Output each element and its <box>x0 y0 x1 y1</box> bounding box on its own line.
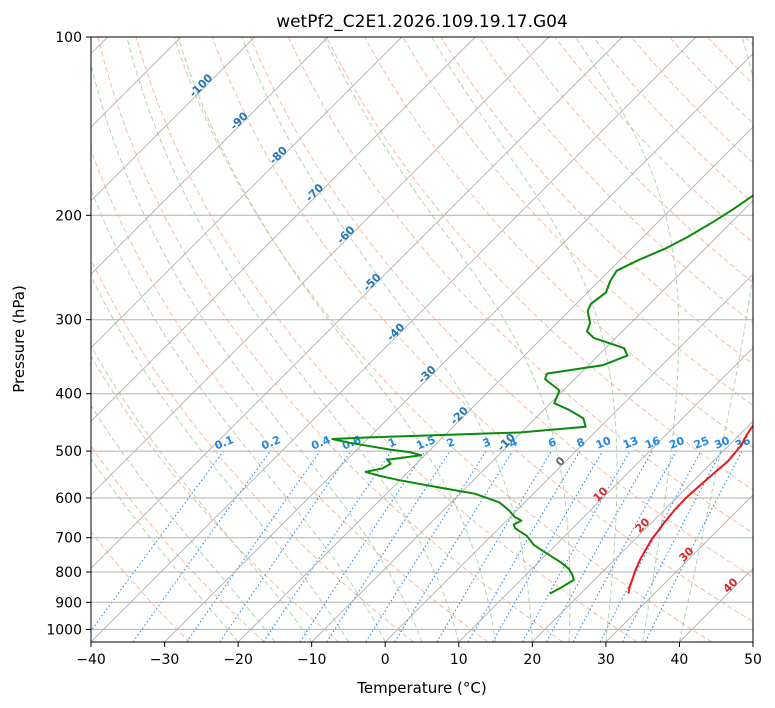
x-tick-label: 30 <box>597 652 615 668</box>
y-tick-label: 400 <box>55 387 82 403</box>
moist-adiabat <box>323 37 571 642</box>
dry-adiabat <box>91 445 265 642</box>
isotherm-line <box>91 37 256 202</box>
mixing-ratio-line <box>91 450 224 632</box>
y-tick-label: 700 <box>55 531 82 547</box>
dry-adiabat <box>91 355 340 642</box>
y-tick-label: 900 <box>55 595 82 611</box>
mixing-ratio-label: 30 <box>713 434 732 452</box>
mixing-ratio-label: 20 <box>667 434 686 452</box>
chart-title: wetPf2_C2E1.2026.109.19.17.G04 <box>276 12 568 32</box>
mixing-ratio-line <box>299 450 426 642</box>
y-tick-label: 1000 <box>46 622 82 638</box>
x-tick-label: −40 <box>76 652 106 668</box>
moist-adiabat <box>177 37 497 642</box>
isotherm-line <box>91 37 329 275</box>
dry-adiabat <box>516 37 753 284</box>
mixing-ratio-line <box>522 450 631 642</box>
x-tick-label: −20 <box>223 652 253 668</box>
x-tick-label: 50 <box>744 652 762 668</box>
moist-adiabat <box>678 37 753 642</box>
isotherm-line <box>311 200 753 642</box>
isotherm-line <box>237 126 753 642</box>
mixing-ratio-label: 2 <box>445 435 457 450</box>
y-tick-label: 800 <box>55 565 82 581</box>
isotherm-line <box>91 37 476 422</box>
temperature-profile <box>627 423 753 594</box>
mixing-ratio-label: 25 <box>692 434 711 452</box>
isotherm-line <box>91 37 403 349</box>
isotherm-line <box>91 37 623 570</box>
x-tick-label: 20 <box>523 652 541 668</box>
moist-adiabat <box>91 457 239 642</box>
moist-adiabat <box>91 275 349 642</box>
pressure-grid <box>91 37 753 630</box>
y-tick-label: 100 <box>55 30 82 46</box>
mixing-ratio-line <box>219 450 352 642</box>
x-tick-label: −10 <box>297 652 327 668</box>
mixing-ratio-label: 1 <box>386 435 398 450</box>
profiles <box>331 194 753 595</box>
isotherm-line <box>605 494 753 642</box>
isotherm-line <box>91 37 697 642</box>
dry-adiabat <box>91 531 191 642</box>
x-tick-label: −30 <box>150 652 180 668</box>
dry-adiabat <box>402 37 753 407</box>
mixing-ratio-label: 10 <box>594 434 613 452</box>
x-tick-label: 10 <box>450 652 468 668</box>
mixing-ratio-line <box>186 450 321 642</box>
plot-frame <box>90 36 754 643</box>
y-tick-label: 600 <box>55 491 82 507</box>
moist-adiabat <box>126 37 460 642</box>
dewpoint-profile <box>331 194 753 595</box>
y-tick-label: 300 <box>55 313 82 329</box>
x-axis: −40 −30 −20 −10 0 10 20 30 40 50 <box>76 642 762 668</box>
background-lines <box>91 37 753 642</box>
dry-adiabat <box>478 37 753 324</box>
mixing-ratio-line <box>546 450 653 642</box>
isotherm-line <box>91 37 550 496</box>
y-axis: 1000 900 800 700 600 500 400 300 200 100 <box>46 30 91 638</box>
moist-adiabat <box>91 188 386 642</box>
x-tick-label: 40 <box>671 652 689 668</box>
dry-adiabat <box>249 37 753 578</box>
mixing-ratio-line <box>644 450 743 642</box>
mixing-ratio-line <box>394 450 514 642</box>
mixing-ratio-line <box>263 450 392 642</box>
dry-adiabat <box>326 37 753 491</box>
moist-adiabat <box>91 404 276 642</box>
isotherm-line <box>531 420 753 642</box>
dry-adiabat <box>97 37 563 642</box>
y-axis-label: Pressure (hPa) <box>10 285 28 393</box>
dry-adiabat <box>135 37 638 642</box>
moist-adiabat <box>91 62 423 642</box>
x-axis-label: Temperature (°C) <box>356 679 486 697</box>
mixing-ratio-line <box>132 450 271 642</box>
isotherm-line <box>458 347 753 642</box>
mixing-ratio-label: 8 <box>575 435 587 450</box>
mixing-ratio-label: 3 <box>481 435 493 450</box>
y-tick-label: 500 <box>55 444 82 460</box>
x-tick-label: 0 <box>381 652 390 668</box>
mixing-ratio-line <box>326 450 451 642</box>
dry-adiabat <box>211 37 753 623</box>
dry-adiabat <box>91 148 489 642</box>
moist-adiabat <box>575 37 680 642</box>
y-tick-label: 200 <box>55 208 82 224</box>
mixing-ratio-label: 13 <box>621 434 640 452</box>
moist-adiabat <box>241 37 533 642</box>
isotherm-line <box>164 52 753 642</box>
mixing-ratio-line <box>572 450 677 642</box>
isotherm-line <box>384 273 753 642</box>
mixing-ratio-label: 16 <box>643 434 662 452</box>
moist-adiabat <box>431 37 618 642</box>
